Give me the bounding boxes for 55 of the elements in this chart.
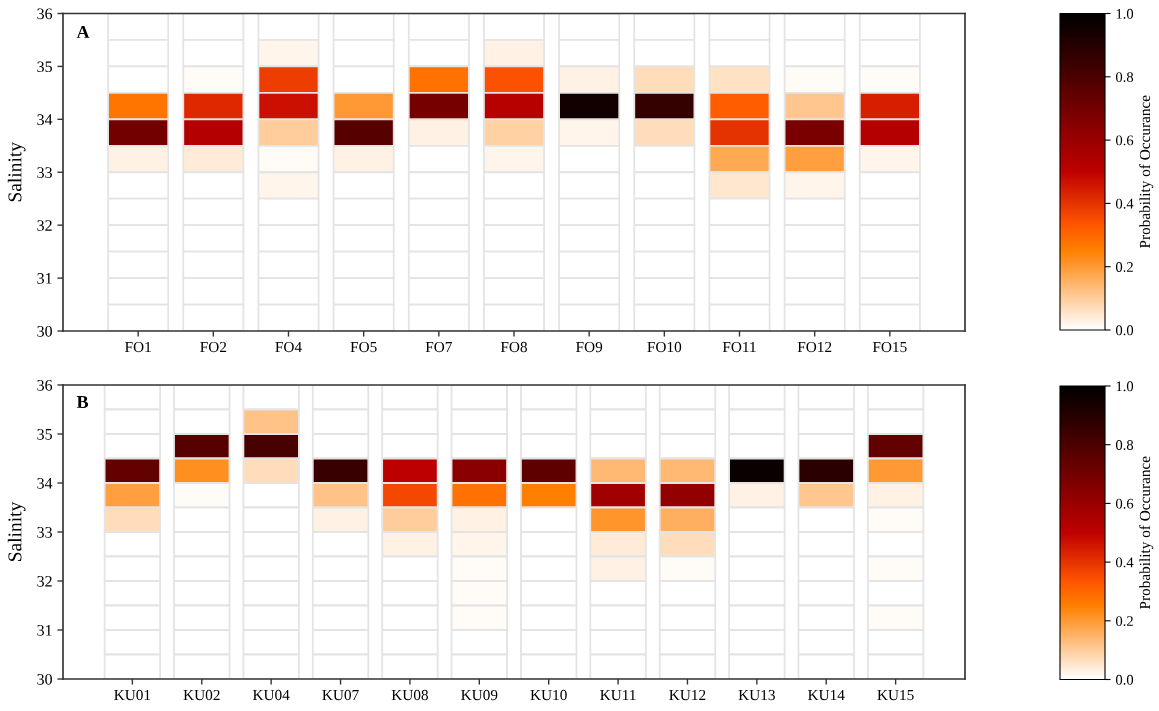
y-tick-label: 35 [37,428,52,440]
y-axis-title: Salinity [7,142,26,202]
color-bar-label: 0.6 [1115,498,1134,509]
x-tick-label: FO9 [576,341,603,353]
color-bar-title: Probability of Occurance [1139,456,1154,610]
color-bar-label: 0.8 [1115,72,1134,83]
x-tick-label: KU04 [252,689,290,701]
y-tick-label: 35 [37,61,52,73]
y-tick-label: 33 [37,526,52,538]
x-tick-label: FO7 [425,341,452,353]
x-tick-label: FO12 [797,341,832,353]
color-bar-label: 0.6 [1115,135,1134,146]
y-tick-label: 34 [37,114,53,126]
x-tick-label: FO15 [872,341,907,353]
y-tick-label: 32 [37,575,52,587]
x-tick-label: FO11 [722,341,756,353]
x-tick-label: KU02 [183,689,220,701]
x-tick-label: KU09 [461,689,498,701]
x-tick-label: FO5 [350,341,377,353]
color-bar-label: 0.2 [1115,616,1133,627]
color-bar-label: 0.8 [1115,440,1134,450]
x-tick-label: FO4 [275,341,302,353]
y-tick-label: 31 [37,273,52,284]
x-tick-label: KU13 [738,689,775,701]
x-tick-label: KU10 [530,689,567,701]
x-tick-label: KU08 [391,689,429,701]
color-bar-label: 0.2 [1115,262,1133,272]
color-bar-label: 0.0 [1115,325,1134,336]
y-tick-label: 34 [37,477,53,489]
color-bar-label: 0.4 [1115,557,1134,568]
y-tick-label: 32 [37,220,52,231]
x-tick-label: KU14 [808,689,845,701]
x-tick-label: KU07 [322,689,359,701]
y-tick-label: 36 [37,8,53,20]
x-tick-label: FO1 [125,341,151,353]
color-bar-label: 1.0 [1116,8,1134,19]
x-tick-label: FO2 [200,341,227,353]
y-tick-label: 30 [37,325,52,337]
y-tick-label: 31 [37,624,52,636]
y-tick-label: 36 [37,379,53,391]
x-tick-label: KU12 [669,689,706,701]
text: A [76,25,90,38]
chart-title: B [76,396,89,408]
x-tick-label: KU15 [877,689,914,701]
color-bar-label: 0.4 [1115,198,1134,209]
x-tick-label: FO8 [500,341,527,353]
color-bar-title: Probability of Occurance [1139,95,1154,249]
x-tick-label: KU11 [600,689,636,701]
color-bar-label: 1.0 [1116,381,1134,392]
y-axis-title: Salinity [7,501,26,561]
y-tick-label: 30 [37,673,52,685]
y-tick-label: 33 [37,167,52,178]
x-tick-label: KU01 [114,689,151,701]
color-bar-label: 0.0 [1115,674,1134,685]
x-tick-label: FO10 [647,341,682,353]
